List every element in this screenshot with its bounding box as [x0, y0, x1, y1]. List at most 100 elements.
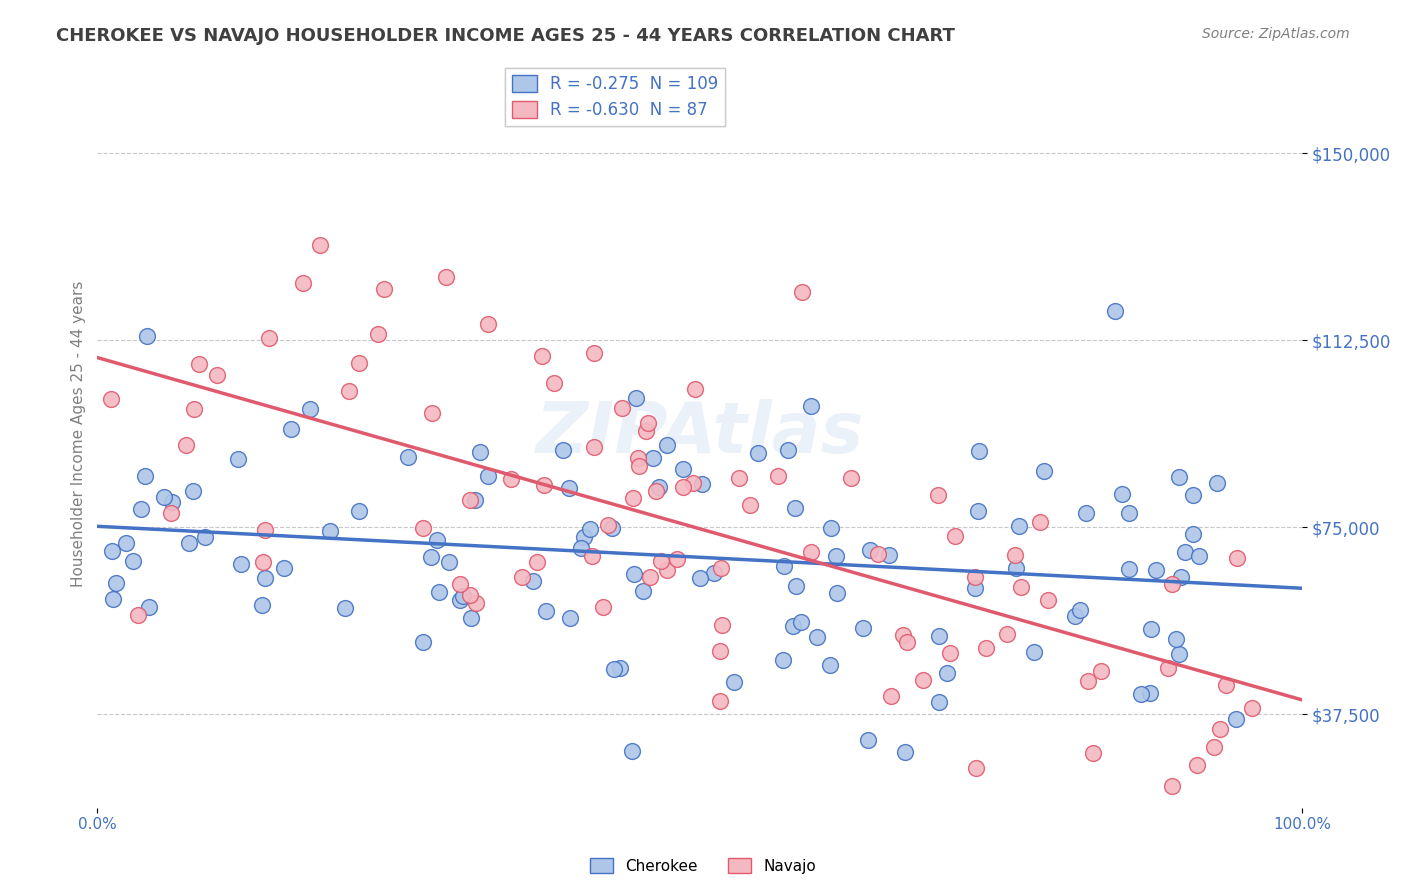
Point: [134, 468, 156, 483]
Legend: Cherokee, Navajo: Cherokee, Navajo: [583, 852, 823, 880]
Point: [181, 484, 204, 499]
Point: [337, 384, 360, 398]
Point: [818, 657, 841, 672]
Point: [620, 744, 643, 758]
Point: [499, 472, 522, 486]
Point: [183, 401, 205, 416]
Point: [936, 665, 959, 680]
Point: [226, 451, 249, 466]
Point: [177, 536, 200, 550]
Point: [526, 555, 548, 569]
Point: [396, 450, 419, 464]
Point: [1205, 475, 1227, 490]
Point: [458, 587, 481, 601]
Point: [965, 761, 987, 775]
Point: [1111, 487, 1133, 501]
Point: [127, 607, 149, 622]
Point: [703, 566, 725, 581]
Point: [790, 615, 813, 629]
Point: [309, 238, 332, 252]
Point: [543, 376, 565, 391]
Point: [153, 490, 176, 504]
Point: [689, 571, 711, 585]
Point: [650, 554, 672, 568]
Point: [657, 438, 679, 452]
Point: [434, 270, 457, 285]
Point: [578, 522, 600, 536]
Point: [522, 574, 544, 588]
Point: [672, 461, 695, 475]
Point: [800, 399, 823, 413]
Point: [1074, 506, 1097, 520]
Point: [785, 500, 807, 515]
Point: [558, 481, 581, 495]
Point: [880, 689, 903, 703]
Point: [778, 442, 800, 457]
Point: [773, 558, 796, 573]
Point: [1144, 563, 1167, 577]
Point: [852, 621, 875, 635]
Point: [1170, 569, 1192, 583]
Point: [740, 498, 762, 512]
Point: [631, 584, 654, 599]
Point: [747, 446, 769, 460]
Point: [581, 549, 603, 563]
Point: [626, 392, 648, 406]
Point: [531, 350, 554, 364]
Point: [160, 494, 183, 508]
Point: [927, 487, 949, 501]
Point: [911, 673, 934, 687]
Point: [596, 518, 619, 533]
Point: [1226, 551, 1249, 566]
Point: [420, 406, 443, 420]
Point: [253, 571, 276, 585]
Point: [1188, 549, 1211, 564]
Point: [768, 469, 790, 483]
Point: [609, 660, 631, 674]
Point: [1161, 779, 1184, 793]
Point: [1022, 645, 1045, 659]
Point: [205, 368, 228, 382]
Point: [1140, 622, 1163, 636]
Point: [640, 570, 662, 584]
Point: [967, 504, 990, 518]
Point: [727, 471, 749, 485]
Point: [176, 438, 198, 452]
Point: [464, 492, 486, 507]
Point: [711, 618, 734, 632]
Point: [1139, 686, 1161, 700]
Point: [534, 604, 557, 618]
Point: [1081, 746, 1104, 760]
Point: [648, 480, 671, 494]
Point: [259, 330, 281, 344]
Point: [965, 581, 987, 595]
Point: [1160, 577, 1182, 591]
Point: [572, 531, 595, 545]
Point: [1077, 673, 1099, 688]
Point: [782, 619, 804, 633]
Point: [709, 694, 731, 708]
Point: [122, 554, 145, 568]
Point: [1225, 712, 1247, 726]
Point: [439, 556, 461, 570]
Point: [637, 416, 659, 430]
Text: Source: ZipAtlas.com: Source: ZipAtlas.com: [1202, 27, 1350, 41]
Point: [1208, 722, 1230, 736]
Point: [790, 285, 813, 300]
Point: [610, 401, 633, 415]
Point: [1038, 592, 1060, 607]
Point: [449, 576, 471, 591]
Point: [634, 424, 657, 438]
Point: [1181, 488, 1204, 502]
Point: [533, 478, 555, 492]
Point: [1118, 506, 1140, 520]
Point: [827, 586, 849, 600]
Point: [412, 635, 434, 649]
Point: [891, 627, 914, 641]
Point: [280, 422, 302, 436]
Point: [600, 521, 623, 535]
Point: [1064, 609, 1087, 624]
Point: [252, 555, 274, 569]
Point: [603, 662, 626, 676]
Point: [470, 445, 492, 459]
